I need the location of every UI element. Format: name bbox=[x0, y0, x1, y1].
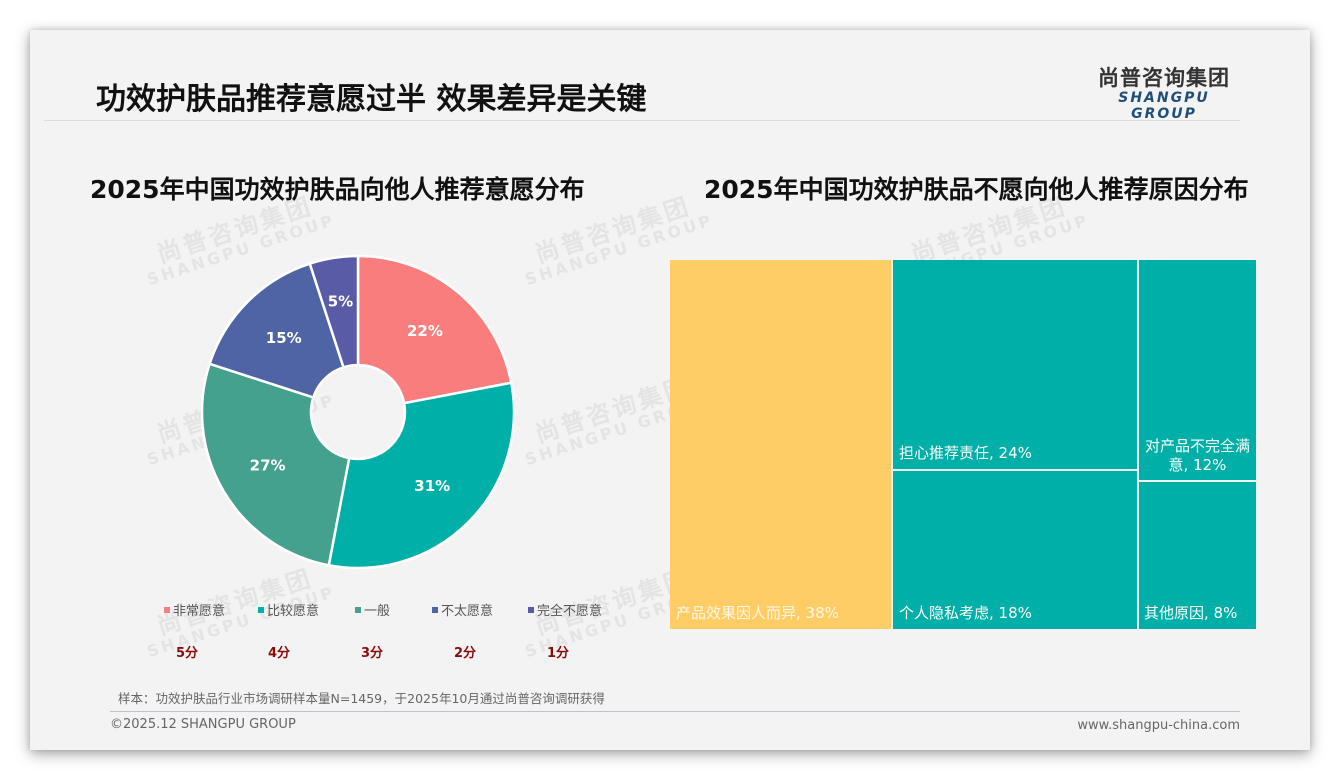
legend-swatch-icon bbox=[164, 606, 170, 613]
source-note: 样本：功效护肤品行业市场调研样本量N=1459，于2025年10月通过尚普咨询调… bbox=[118, 691, 605, 706]
header-divider bbox=[44, 120, 1240, 121]
page-title: 功效护肤品推荐意愿过半 效果差异是关键 bbox=[96, 82, 647, 117]
treemap-chart-title: 2025年中国功效护肤品不愿向他人推荐原因分布 bbox=[704, 175, 1249, 204]
donut-chart-title: 2025年中国功效护肤品向他人推荐意愿分布 bbox=[90, 175, 585, 204]
company-logo: 尚普咨询集团 SHANGPU GROUP bbox=[1084, 62, 1244, 122]
donut-slice bbox=[208, 262, 346, 400]
score-label: 1分 bbox=[547, 646, 570, 661]
legend-item: 完全不愿意 bbox=[528, 600, 602, 619]
donut-slice bbox=[327, 381, 516, 570]
legend-swatch-icon bbox=[528, 606, 534, 613]
treemap-cell: 个人隐私考虑, 18% bbox=[893, 471, 1137, 629]
slice-label: 31% bbox=[414, 477, 450, 495]
slide: 功效护肤品推荐意愿过半 效果差异是关键 尚普咨询集团 SHANGPU GROUP… bbox=[30, 30, 1310, 750]
website-link[interactable]: www.shangpu-china.com bbox=[1077, 718, 1240, 733]
slice-label: 5% bbox=[328, 292, 353, 310]
treemap-cell: 其他原因, 8% bbox=[1139, 482, 1256, 629]
treemap-cell: 担心推荐责任, 24% bbox=[893, 260, 1137, 469]
score-label: 5分 bbox=[176, 646, 199, 661]
footer-divider bbox=[110, 711, 1240, 712]
treemap-chart: 产品效果因人而异, 38% 担心推荐责任, 24% 个人隐私考虑, 18% 对产… bbox=[670, 260, 1256, 629]
score-label: 4分 bbox=[268, 646, 291, 661]
logo-cn-text: 尚普咨询集团 bbox=[1098, 66, 1230, 90]
slice-label: 15% bbox=[266, 329, 302, 347]
donut-chart: 22% 31% 27% 15% 5% bbox=[200, 254, 516, 570]
slice-label: 22% bbox=[407, 322, 443, 340]
legend-swatch-icon bbox=[432, 606, 438, 613]
donut-slice bbox=[356, 254, 513, 405]
score-label: 3分 bbox=[361, 646, 384, 661]
legend-item: 一般 bbox=[355, 600, 390, 619]
logo-en-text: SHANGPU GROUP bbox=[1118, 90, 1210, 122]
legend-item: 比较愿意 bbox=[258, 600, 319, 619]
legend-swatch-icon bbox=[355, 606, 361, 613]
legend-item: 不太愿意 bbox=[432, 600, 493, 619]
donut-slice bbox=[308, 254, 360, 369]
treemap-cell: 对产品不完全满意, 12% bbox=[1139, 260, 1256, 480]
treemap-cell: 产品效果因人而异, 38% bbox=[670, 260, 891, 629]
copyright: ©2025.12 SHANGPU GROUP bbox=[110, 717, 296, 732]
donut-legend: 非常愿意 比较愿意 一般 不太愿意 完全不愿意 bbox=[160, 600, 630, 620]
legend-swatch-icon bbox=[258, 606, 264, 613]
donut-slice bbox=[200, 362, 351, 567]
slice-label: 27% bbox=[250, 456, 286, 474]
legend-item: 非常愿意 bbox=[164, 600, 225, 619]
score-label: 2分 bbox=[454, 646, 477, 661]
